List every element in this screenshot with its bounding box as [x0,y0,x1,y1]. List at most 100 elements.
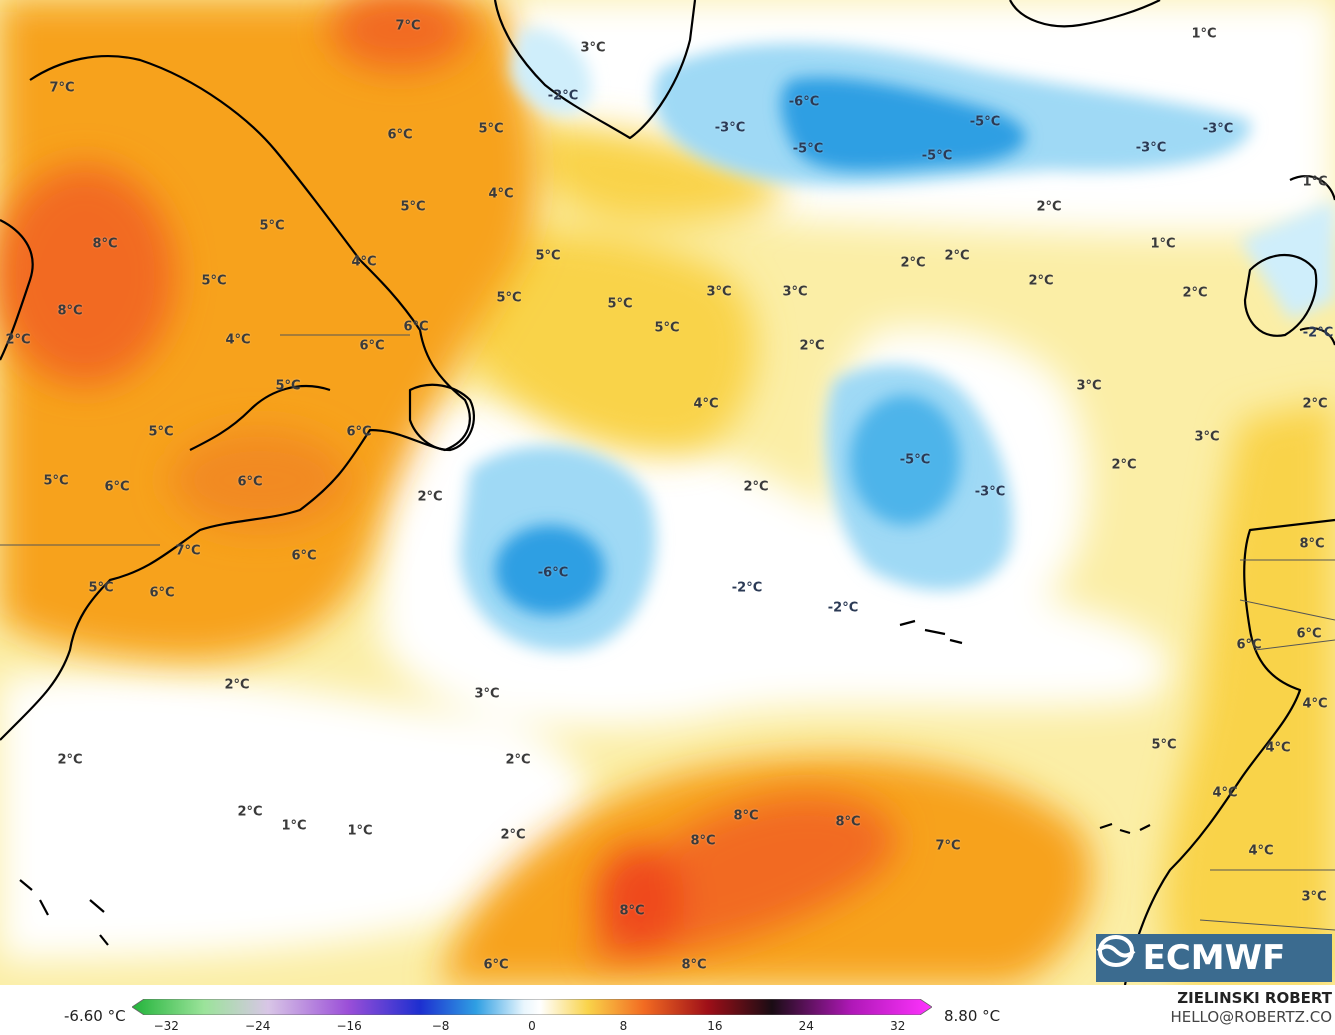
temperature-label: -2°C [731,580,763,596]
temperature-label: 6°C [149,585,175,601]
colorbar-tick-label: 16 [707,1019,723,1033]
colorbar-legend: -6.60 °C −32 −24 −16 −8 0 8 16 24 32 8.80 °C ZIE… [0,985,1335,1035]
temperature-label: -3°C [1135,140,1167,156]
temperature-label: 6°C [1296,626,1322,642]
temperature-label: 7°C [935,838,961,854]
coastlines [0,0,1335,985]
temperature-label: 2°C [1182,285,1208,301]
colorbar [132,999,932,1015]
temperature-label: -5°C [792,141,824,157]
map-canvas [0,0,1335,985]
temperature-label: 5°C [535,248,561,264]
temperature-label: 2°C [799,338,825,354]
ecmwf-wave-icon [1096,934,1136,968]
legend-min-label: -6.60 °C [64,1007,126,1025]
temperature-label: -2°C [827,600,859,616]
temperature-label: -3°C [1202,121,1234,137]
temperature-label: 2°C [5,332,31,348]
temperature-label: 5°C [496,290,522,306]
temperature-label: -6°C [537,565,569,581]
temperature-label: 4°C [1302,696,1328,712]
temperature-label: 7°C [49,80,75,96]
temperature-label: -6°C [788,94,820,110]
temperature-label: 8°C [733,808,759,824]
temperature-label: 8°C [681,957,707,973]
colorbar-tick-label: 0 [528,1019,536,1033]
temperature-label: 5°C [259,218,285,234]
temperature-label: 6°C [359,338,385,354]
warm-west [0,0,538,660]
temperature-label: 5°C [275,378,301,394]
temperature-label: 6°C [346,424,372,440]
temperature-label: 8°C [619,903,645,919]
temperature-label: 5°C [88,580,114,596]
temperature-label: 3°C [706,284,732,300]
temperature-label: 5°C [201,273,227,289]
temperature-label: -3°C [974,484,1006,500]
temperature-label: -5°C [899,452,931,468]
author-credit: ZIELINSKI ROBERT [1177,989,1332,1007]
legend-max-label: 8.80 °C [944,1007,1001,1025]
temperature-label: 2°C [505,752,531,768]
temperature-label: 1°C [1150,236,1176,252]
temperature-label: 7°C [175,543,201,559]
temperature-label: 8°C [835,814,861,830]
temperature-label: -2°C [547,88,579,104]
temperature-label: 6°C [1236,637,1262,653]
temperature-label: 1°C [347,823,373,839]
temperature-label: -3°C [714,120,746,136]
temperature-label: 2°C [500,827,526,843]
temperature-label: 5°C [607,296,633,312]
temperature-label: 6°C [403,319,429,335]
temperature-label: 4°C [1248,843,1274,859]
temperature-label: 8°C [1299,536,1325,552]
temperature-label: 3°C [474,686,500,702]
temperature-label: 2°C [224,677,250,693]
temperature-label: 2°C [944,248,970,264]
temperature-label: 4°C [693,396,719,412]
author-email: HELLO@ROBERTZ.CO [1170,1008,1332,1026]
temperature-label: 5°C [148,424,174,440]
temperature-label: 3°C [1076,378,1102,394]
temperature-label: 6°C [291,548,317,564]
temperature-label: 5°C [654,320,680,336]
temperature-label: 3°C [1301,889,1327,905]
very-cold-regions [495,77,1026,615]
temperature-label: 2°C [237,804,263,820]
temperature-label: 6°C [237,474,263,490]
temperature-label: 6°C [387,127,413,143]
temperature-label: 5°C [43,473,69,489]
temperature-anomaly-map: 7°C 3°C 1°C 7°C -2°C -6°C -3°C -5°C -3°C 6°C 5°C -5… [0,0,1335,985]
ecmwf-logo-text: ECMWF [1142,938,1286,978]
temperature-label: 2°C [57,752,83,768]
temperature-label: 2°C [1036,199,1062,215]
temperature-label: 2°C [417,489,443,505]
ecmwf-logo: ECMWF [1096,934,1332,982]
colorbar-tick-label: −8 [431,1019,450,1033]
colorbar-tick-label: 24 [798,1019,814,1033]
temperature-label: 4°C [1265,740,1291,756]
colorbar-tick-label: −32 [153,1019,179,1033]
temperature-label: 5°C [400,199,426,215]
colorbar-tick-label: 32 [890,1019,906,1033]
temperature-label: 8°C [92,236,118,252]
temperature-label: -2°C [1302,325,1334,341]
temperature-label: -5°C [921,148,953,164]
temperature-label: 7°C [395,18,421,34]
temperature-label: 5°C [478,121,504,137]
colorbar-tick-label: 8 [619,1019,628,1033]
temperature-label: 2°C [743,479,769,495]
temperature-label: 2°C [1302,396,1328,412]
colorbar-tick-label: −16 [336,1019,362,1033]
temperature-label: 2°C [1028,273,1054,289]
temperature-label: 3°C [782,284,808,300]
colorbar-tick-label: −24 [245,1019,271,1033]
temperature-label: 6°C [483,957,509,973]
mild-regions [440,128,1335,985]
temperature-label: 4°C [1212,785,1238,801]
temperature-label: 3°C [580,40,606,56]
temperature-label: 3°C [1194,429,1220,445]
temperature-label: 1°C [1191,26,1217,42]
temperature-label: 1°C [1302,174,1328,190]
temperature-label: -5°C [969,114,1001,130]
